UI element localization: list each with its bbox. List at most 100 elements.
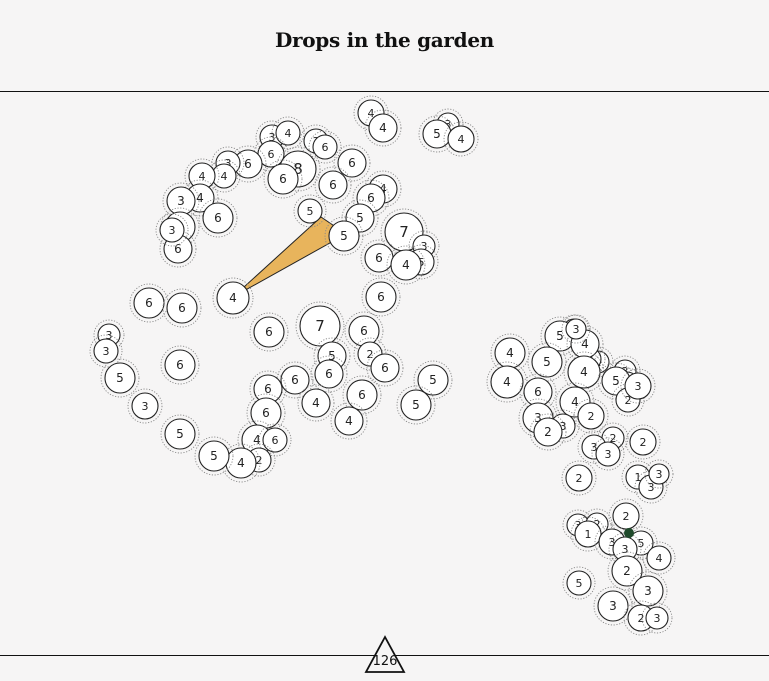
- drop-circle[interactable]: 6: [160, 345, 200, 385]
- drop-circle[interactable]: 6: [229, 145, 267, 183]
- drop-halo: [246, 393, 286, 433]
- drop-halo: [380, 208, 428, 256]
- drop-halo: [207, 159, 241, 193]
- drop-value: 5: [210, 449, 218, 463]
- drop-value: 3: [142, 400, 149, 413]
- drop-circle[interactable]: 4: [271, 116, 305, 150]
- drop-disc: [318, 170, 348, 200]
- drop-circle[interactable]: 2: [573, 398, 609, 434]
- drop-circle[interactable]: 2: [625, 424, 661, 460]
- drop-circle[interactable]: 3: [591, 437, 625, 471]
- drop-circle[interactable]: 6: [276, 361, 314, 399]
- drop-circle[interactable]: 2: [529, 413, 567, 451]
- drop-circle[interactable]: 6: [366, 349, 404, 387]
- drop-circle[interactable]: 5: [413, 360, 453, 400]
- selected-drop-marker[interactable]: [624, 528, 634, 538]
- drop-disc: [565, 464, 593, 492]
- drop-value: 2: [623, 510, 630, 523]
- drop-circle[interactable]: 4: [642, 541, 676, 575]
- drop-halo: [486, 361, 528, 403]
- drop-circle[interactable]: 3: [561, 314, 591, 344]
- drop-circle[interactable]: 3: [620, 368, 656, 404]
- drop-disc: [198, 440, 230, 472]
- drop-circle[interactable]: 2: [608, 498, 644, 534]
- drop-circle[interactable]: 4: [490, 333, 530, 373]
- drop-circle[interactable]: 3: [641, 602, 673, 634]
- drop-halo: [562, 566, 596, 600]
- drop-disc: [632, 575, 664, 607]
- drop-circle[interactable]: 6: [333, 144, 371, 182]
- drop-value: 2: [544, 425, 552, 439]
- drop-circle[interactable]: 6: [249, 312, 289, 352]
- drop-value: 4: [368, 107, 375, 120]
- drop-circle[interactable]: 4: [330, 402, 368, 440]
- drop-value: 6: [367, 191, 375, 205]
- drop-circle[interactable]: 6: [361, 277, 401, 317]
- drop-halo: [611, 383, 645, 417]
- drop-halo: [160, 345, 200, 385]
- drop-circle[interactable]: 6: [263, 159, 303, 199]
- drop-halo: [396, 385, 436, 425]
- drop-value: 4: [571, 395, 579, 409]
- drop-circle[interactable]: 5: [100, 358, 140, 398]
- drop-circle[interactable]: 5: [562, 566, 596, 600]
- drop-circle[interactable]: 3: [644, 459, 674, 489]
- drop-value: 2: [610, 432, 617, 445]
- drop-circle[interactable]: 6: [308, 130, 342, 164]
- drop-circle[interactable]: 4: [386, 245, 426, 285]
- drop-circle[interactable]: 5: [194, 436, 234, 476]
- drop-halo: [529, 413, 567, 451]
- drop-disc: [646, 545, 672, 571]
- drop-circle[interactable]: 3: [155, 213, 189, 247]
- drop-circle[interactable]: 5: [324, 216, 364, 256]
- triangle-icon: [364, 635, 406, 673]
- drop-circle[interactable]: 6: [360, 239, 398, 277]
- drop-disc: [565, 318, 587, 340]
- drop-circle[interactable]: 7: [295, 301, 345, 351]
- drop-circle[interactable]: 5: [293, 194, 327, 228]
- drop-circle[interactable]: 6: [342, 375, 382, 415]
- drop-disc: [280, 365, 310, 395]
- drop-halo: [100, 358, 140, 398]
- drop-circle[interactable]: 6: [314, 166, 352, 204]
- drop-value: 4: [229, 291, 237, 305]
- drop-disc: [275, 120, 301, 146]
- drop-circle[interactable]: 5: [396, 385, 436, 425]
- drop-circle[interactable]: 6: [310, 355, 348, 393]
- drop-circle[interactable]: 2: [561, 460, 597, 496]
- drop-circle[interactable]: 3: [89, 334, 123, 368]
- drop-halo: [527, 342, 567, 382]
- drop-halo: [642, 541, 676, 575]
- drop-halo: [333, 144, 371, 182]
- drop-circle[interactable]: 5: [160, 414, 200, 454]
- drop-circle[interactable]: 4: [364, 109, 402, 147]
- drop-halo: [620, 368, 656, 404]
- drop-circle[interactable]: 4: [563, 351, 605, 393]
- drop-value: 4: [196, 191, 204, 205]
- drop-circle[interactable]: 6: [258, 423, 292, 457]
- drop-value: 6: [214, 211, 222, 225]
- drop-value: 3: [605, 448, 612, 461]
- drop-circle[interactable]: 6: [198, 198, 238, 238]
- drop-halo: [624, 526, 658, 560]
- drop-value: 3: [177, 194, 185, 208]
- drop-circle[interactable]: 3: [593, 586, 633, 626]
- page-number: 126: [373, 654, 398, 669]
- drop-value: 4: [503, 375, 511, 389]
- drop-circle[interactable]: 4: [486, 361, 528, 403]
- drop-circle[interactable]: 4: [443, 121, 479, 157]
- drop-circle[interactable]: 4: [212, 277, 254, 319]
- drop-circle[interactable]: 6: [162, 288, 202, 328]
- drop-circle[interactable]: 3: [628, 571, 668, 611]
- drop-value: 3: [225, 157, 232, 170]
- drop-halo: [184, 158, 220, 194]
- drop-circle[interactable]: 5: [527, 342, 567, 382]
- drop-disc: [301, 388, 331, 418]
- drop-circle[interactable]: 6: [129, 283, 169, 323]
- drop-circle[interactable]: 2: [607, 551, 647, 591]
- drop-disc: [624, 372, 652, 400]
- drop-circle[interactable]: 3: [127, 388, 163, 424]
- drop-halo: [625, 424, 661, 460]
- drop-value: 5: [176, 427, 184, 441]
- drop-circle[interactable]: 4: [297, 384, 335, 422]
